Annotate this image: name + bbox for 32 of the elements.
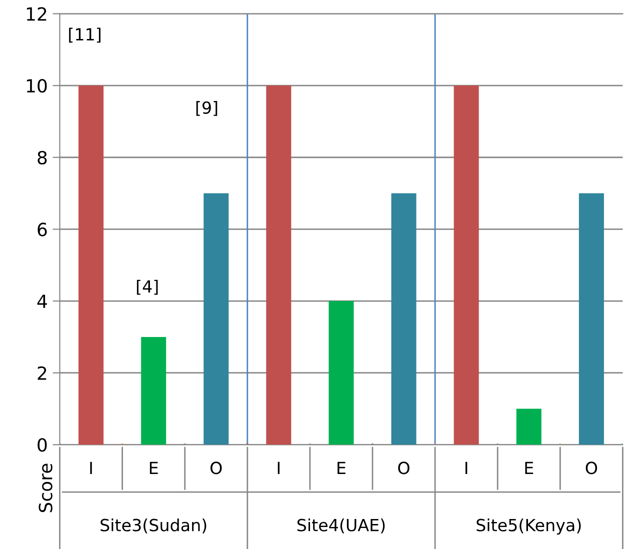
bar xyxy=(391,193,416,445)
y-tick-label: 10 xyxy=(26,79,47,93)
x-tick-label: O xyxy=(210,462,222,474)
x-tick-label: I xyxy=(466,462,468,474)
x-tick-label: I xyxy=(278,462,280,474)
text: Site3(Sudan) xyxy=(100,518,206,534)
text: Site5(Kenya) xyxy=(476,518,581,535)
annotation: [11] xyxy=(69,28,100,43)
x-tick-label: O xyxy=(398,462,410,474)
y-tick-label: 6 xyxy=(38,222,47,236)
bar xyxy=(328,301,354,445)
x-tick-label: O xyxy=(586,462,598,474)
y-tick-label: 4 xyxy=(37,294,47,308)
bar xyxy=(578,193,604,445)
x-tick-label: I xyxy=(90,462,92,474)
y-tick-label: 0 xyxy=(38,438,47,452)
bar xyxy=(266,86,292,445)
text: Site4(UAE) xyxy=(297,518,385,534)
bar xyxy=(204,193,229,445)
bar xyxy=(78,86,104,445)
x-tick-label: E xyxy=(338,462,346,474)
bar xyxy=(141,336,166,445)
y-axis-title: Score xyxy=(38,464,52,512)
annotation: [9] xyxy=(196,101,218,116)
x-tick-label: E xyxy=(150,462,158,474)
y-tick-label: 12 xyxy=(26,7,46,21)
bar xyxy=(516,408,542,445)
x-tick-label: E xyxy=(525,462,534,474)
y-tick-label: 8 xyxy=(38,150,47,164)
bar xyxy=(454,86,479,445)
annotation: [4] xyxy=(136,280,158,295)
y-tick-label: 2 xyxy=(38,366,46,380)
